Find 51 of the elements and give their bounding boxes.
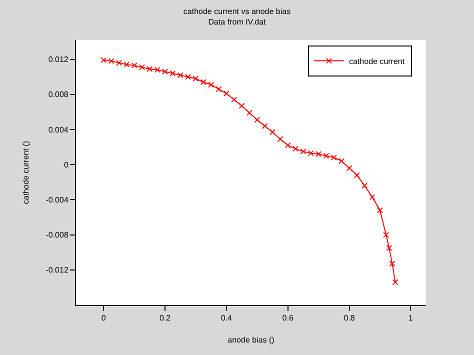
point [376, 207, 383, 214]
point [185, 74, 192, 80]
point [284, 142, 291, 148]
chart-subtitle: Data from IV.dat [208, 18, 267, 27]
point [354, 172, 360, 178]
point [231, 96, 238, 103]
y-axis-title: cathode current () [21, 140, 30, 204]
y-tick-label: -0.008 [46, 230, 69, 240]
y-tick-label: -0.012 [46, 266, 69, 275]
point [238, 102, 245, 109]
point [177, 72, 184, 78]
x-tick-label: 1 [408, 314, 414, 323]
point [223, 90, 230, 97]
x-axis-title: anode bias () [228, 336, 275, 345]
point [330, 154, 337, 161]
point [246, 110, 252, 116]
point [300, 148, 306, 154]
point [392, 279, 398, 286]
point [216, 86, 222, 92]
y-tick-label: -0.004 [46, 196, 69, 204]
y-tick-label: 0.004 [48, 125, 69, 134]
point [277, 136, 284, 142]
point [338, 158, 345, 164]
x-tick-label: 0.8 [344, 314, 356, 323]
point [362, 182, 368, 189]
point [208, 82, 214, 88]
point [162, 68, 168, 75]
point [269, 129, 276, 136]
point [386, 244, 392, 251]
point [346, 165, 352, 172]
point [323, 152, 330, 159]
point [383, 232, 390, 238]
x-tick-label: 0.2 [159, 314, 172, 323]
y-tick-label: 0 [64, 160, 69, 170]
point [254, 116, 260, 123]
point [139, 64, 146, 70]
x-tick-label: 0.4 [220, 314, 233, 323]
x-tick-label: 0 [101, 314, 106, 323]
point [262, 122, 268, 129]
point [170, 70, 176, 76]
point [369, 194, 376, 200]
legend-label: cathode current [349, 56, 406, 66]
x-tick-label: 0.6 [282, 314, 294, 323]
point [192, 76, 199, 82]
y-tick-label: 0.008 [48, 90, 69, 100]
y-tick-label: 0.012 [48, 55, 69, 64]
point [116, 60, 122, 66]
point [292, 146, 299, 152]
point [389, 260, 396, 267]
point [200, 79, 206, 86]
chart-title: cathode current vs anode bias [183, 7, 291, 16]
